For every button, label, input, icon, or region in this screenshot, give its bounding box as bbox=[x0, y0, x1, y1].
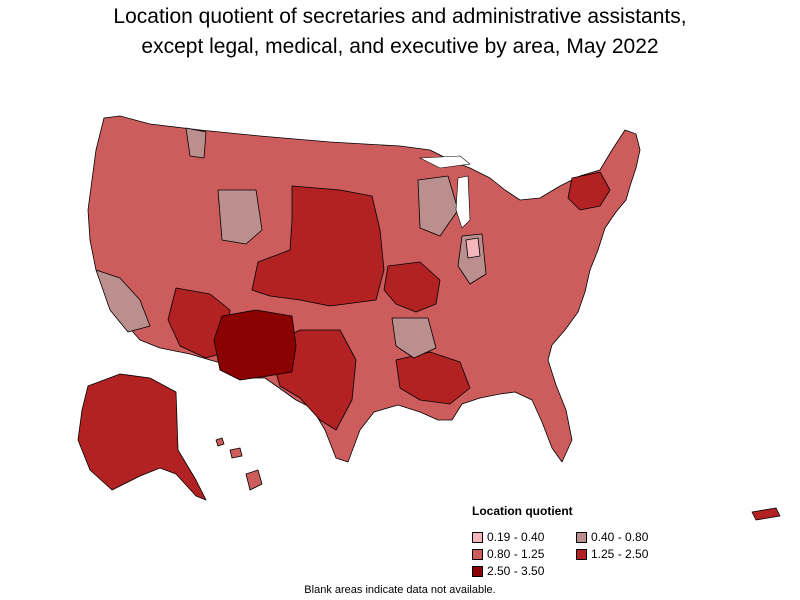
hawaii-island-1 bbox=[215, 437, 225, 447]
legend-swatch bbox=[472, 565, 483, 577]
region-arkansas-missouri bbox=[383, 261, 441, 313]
region-wyoming bbox=[217, 189, 263, 245]
legend-title: Location quotient bbox=[472, 504, 573, 518]
alaska bbox=[77, 373, 207, 501]
legend-item-3: 1.25 - 2.50 bbox=[576, 547, 686, 561]
legend-swatch bbox=[576, 531, 587, 543]
region-wisconsin bbox=[417, 175, 459, 237]
region-new-mexico bbox=[213, 309, 297, 381]
region-california bbox=[95, 269, 151, 333]
hawaii-island-3 bbox=[245, 469, 263, 491]
legend-swatch bbox=[472, 531, 483, 543]
lake-michigan bbox=[455, 175, 471, 229]
legend: Location quotient 0.19 - 0.40 0.40 - 0.8… bbox=[472, 504, 702, 578]
region-indiana-low bbox=[465, 237, 481, 259]
region-northeast bbox=[567, 171, 611, 211]
hawaii-island-2 bbox=[229, 447, 243, 459]
puerto-rico bbox=[751, 507, 781, 521]
region-south bbox=[395, 351, 471, 405]
legend-item-0: 0.19 - 0.40 bbox=[472, 530, 576, 544]
map-title: Location quotient of secretaries and adm… bbox=[113, 5, 687, 58]
legend-swatch bbox=[472, 548, 483, 560]
legend-item-2: 0.80 - 1.25 bbox=[472, 547, 576, 561]
region-idaho bbox=[185, 127, 207, 159]
footnote: Blank areas indicate data not available. bbox=[304, 584, 496, 596]
legend-swatch bbox=[576, 548, 587, 560]
lake-superior bbox=[418, 155, 471, 169]
legend-item-1: 0.40 - 0.80 bbox=[576, 530, 686, 544]
legend-item-4: 2.50 - 3.50 bbox=[472, 564, 576, 578]
region-plains bbox=[251, 185, 385, 307]
region-oklahoma bbox=[391, 317, 437, 359]
